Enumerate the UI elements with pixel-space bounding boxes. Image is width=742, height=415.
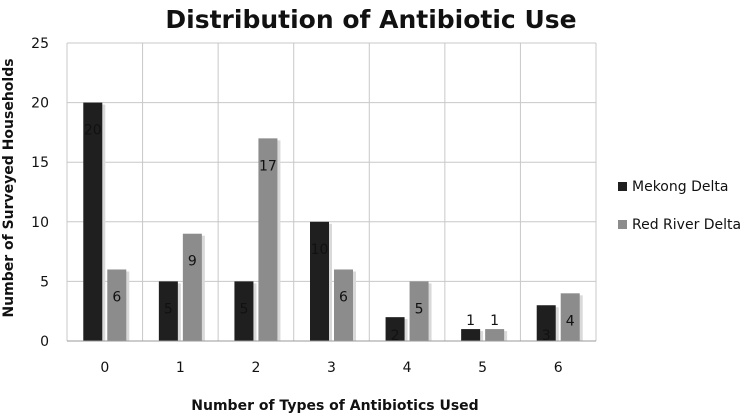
bar-red-river-delta xyxy=(107,269,127,341)
legend-label: Mekong Delta xyxy=(632,179,728,195)
x-tick-label: 5 xyxy=(478,360,487,376)
legend-swatch xyxy=(618,220,627,229)
bar-red-river-delta xyxy=(409,281,429,341)
data-label: 3 xyxy=(542,328,551,344)
bar-red-river-delta xyxy=(485,329,505,341)
bar-mekong-delta xyxy=(83,102,103,341)
x-axis-title: Number of Types of Antibiotics Used xyxy=(191,398,478,414)
x-tick-label: 3 xyxy=(327,360,336,376)
chart-title: Distribution of Antibiotic Use xyxy=(165,5,576,34)
y-tick-label: 0 xyxy=(40,334,49,350)
x-tick-label: 4 xyxy=(403,360,412,376)
data-label: 5 xyxy=(164,301,173,317)
data-label: 2 xyxy=(391,328,400,344)
data-label: 5 xyxy=(415,301,424,317)
bar-red-river-delta xyxy=(182,233,202,341)
data-label: 10 xyxy=(311,242,329,258)
data-label: 1 xyxy=(466,313,475,329)
y-axis-title: Number of Surveyed Households xyxy=(1,58,17,317)
bar-mekong-delta xyxy=(234,281,254,341)
data-label: 4 xyxy=(566,313,575,329)
data-label: 6 xyxy=(339,289,348,305)
x-tick-label: 6 xyxy=(554,360,563,376)
data-label: 9 xyxy=(188,254,197,270)
legend-swatch xyxy=(618,182,627,191)
bar-red-river-delta xyxy=(560,293,580,341)
y-tick-label: 5 xyxy=(40,274,49,290)
bar-red-river-delta xyxy=(258,138,278,341)
bar-mekong-delta xyxy=(158,281,178,341)
x-tick-label: 0 xyxy=(100,360,109,376)
y-tick-label: 20 xyxy=(31,96,49,112)
y-tick-label: 25 xyxy=(31,36,49,52)
y-tick-label: 15 xyxy=(31,155,49,171)
bar-red-river-delta xyxy=(334,269,353,341)
data-label: 17 xyxy=(259,158,277,174)
data-label: 20 xyxy=(84,123,102,139)
bar-mekong-delta xyxy=(385,317,405,341)
x-tick-label: 2 xyxy=(251,360,260,376)
data-label: 6 xyxy=(112,289,121,305)
legend: Mekong Delta Red River Delta xyxy=(618,179,741,233)
grid xyxy=(66,42,597,342)
bars xyxy=(83,102,583,341)
bar-mekong-delta xyxy=(310,221,329,341)
data-label: 1 xyxy=(490,313,499,329)
bar-mekong-delta xyxy=(461,329,481,341)
data-label: 5 xyxy=(239,301,248,317)
x-tick-label: 1 xyxy=(176,360,185,376)
bar-mekong-delta xyxy=(536,305,556,341)
data-labels: 20 5 5 10 2 1 3 6 9 17 6 5 1 4 xyxy=(84,123,575,344)
y-tick-label: 10 xyxy=(31,215,49,231)
legend-label: Red River Delta xyxy=(632,217,741,233)
